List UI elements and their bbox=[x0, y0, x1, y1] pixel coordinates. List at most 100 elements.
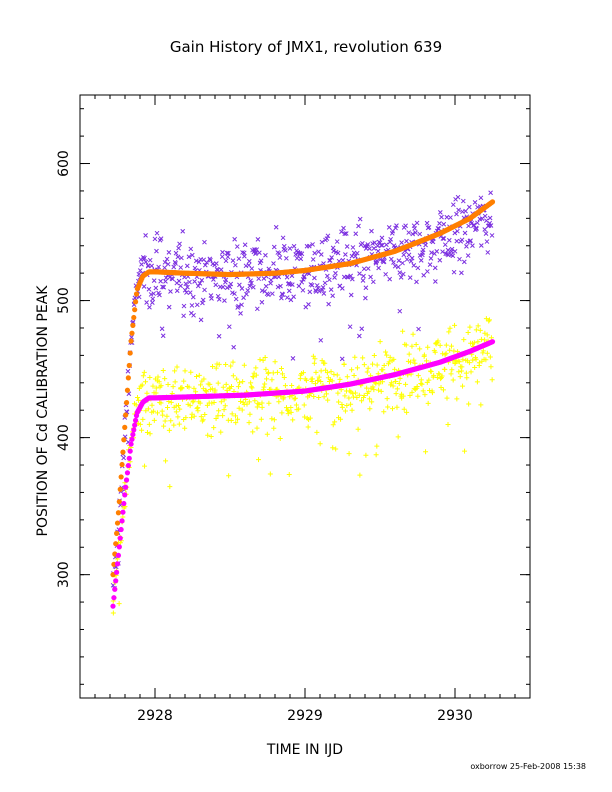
scatter-point-x bbox=[181, 303, 187, 309]
scatter-point-plus bbox=[401, 406, 407, 412]
scatter-point-plus bbox=[365, 365, 371, 371]
fit-curve-point bbox=[114, 569, 120, 575]
scatter-point-plus bbox=[450, 377, 456, 383]
scatter-point-plus bbox=[151, 417, 157, 423]
scatter-point-x bbox=[231, 344, 237, 350]
scatter-point-x bbox=[383, 271, 389, 277]
scatter-point-plus bbox=[461, 337, 467, 343]
scatter-point-x bbox=[299, 279, 305, 285]
scatter-point-x bbox=[353, 231, 359, 237]
scatter-point-x bbox=[173, 261, 178, 266]
scatter-point-plus bbox=[179, 385, 185, 391]
scatter-point-x bbox=[310, 242, 315, 247]
scatter-point-plus bbox=[464, 375, 470, 381]
scatter-point-plus bbox=[414, 383, 420, 389]
scatter-point-x bbox=[191, 312, 196, 318]
fit-curve-point bbox=[125, 375, 131, 381]
scatter-point-plus bbox=[230, 359, 236, 365]
scatter-point-x bbox=[193, 258, 199, 264]
scatter-point-plus bbox=[191, 385, 197, 391]
scatter-point-plus bbox=[355, 426, 361, 432]
scatter-point-x bbox=[142, 255, 147, 261]
scatter-point-plus bbox=[371, 352, 377, 358]
scatter-point-x bbox=[163, 279, 168, 284]
scatter-point-plus bbox=[404, 409, 410, 415]
scatter-point-plus bbox=[426, 377, 432, 383]
scatter-point-plus bbox=[139, 427, 145, 433]
scatter-point-plus bbox=[262, 355, 268, 361]
scatter-point-x bbox=[344, 244, 350, 249]
scatter-point-plus bbox=[215, 380, 221, 386]
tick-layer: 2928 2929 2930 300 400 500 600 bbox=[56, 95, 531, 724]
scatter-point-x bbox=[440, 236, 446, 241]
scatter-point-x bbox=[342, 231, 348, 237]
scatter-point-x bbox=[471, 222, 477, 228]
scatter-point-x bbox=[153, 285, 159, 291]
scatter-point-x bbox=[329, 255, 335, 260]
scatter-point-plus bbox=[175, 402, 181, 408]
scatter-point-plus bbox=[212, 387, 218, 393]
scatter-point-plus bbox=[302, 414, 308, 420]
fit-curve-point bbox=[115, 552, 122, 559]
scatter-point-plus bbox=[175, 414, 181, 420]
scatter-point-x bbox=[150, 296, 156, 302]
scatter-point-plus bbox=[364, 385, 370, 391]
scatter-point-x bbox=[381, 259, 387, 264]
scatter-point-x bbox=[136, 271, 142, 277]
scatter-point-plus bbox=[181, 378, 187, 384]
scatter-point-x bbox=[343, 231, 349, 236]
scatter-point-plus bbox=[274, 369, 280, 375]
scatter-point-plus bbox=[360, 355, 366, 361]
scatter-point-plus bbox=[421, 352, 427, 358]
scatter-point-x bbox=[216, 297, 222, 302]
scatter-point-x bbox=[343, 252, 348, 257]
fit-curve-point bbox=[132, 299, 139, 305]
scatter-point-plus bbox=[191, 413, 197, 419]
scatter-point-plus bbox=[462, 448, 468, 454]
scatter-point-plus bbox=[468, 369, 474, 375]
scatter-point-plus bbox=[466, 401, 472, 407]
scatter-point-x bbox=[415, 265, 421, 271]
fit-curve-point bbox=[114, 530, 120, 536]
scatter-point-plus bbox=[187, 403, 193, 409]
scatter-point-plus bbox=[165, 382, 171, 388]
scatter-point-x bbox=[294, 255, 300, 261]
scatter-point-x bbox=[384, 242, 389, 248]
scatter-point-plus bbox=[216, 361, 222, 367]
scatter-point-x bbox=[314, 283, 320, 288]
scatter-point-plus bbox=[146, 421, 152, 427]
scatter-point-plus bbox=[278, 365, 284, 371]
scatter-point-plus bbox=[195, 408, 201, 414]
scatter-point-x bbox=[250, 284, 256, 290]
scatter-point-x bbox=[394, 223, 399, 228]
scatter-point-x bbox=[176, 245, 181, 251]
scatter-point-x bbox=[168, 289, 173, 294]
scatter-point-x bbox=[181, 313, 186, 319]
scatter-point-plus bbox=[333, 446, 339, 452]
scatter-point-plus bbox=[364, 369, 370, 375]
fit-curve-point bbox=[119, 461, 125, 468]
scatter-point-x bbox=[403, 223, 408, 229]
scatter-point-plus bbox=[488, 364, 494, 370]
scatter-point-plus bbox=[344, 402, 350, 408]
scatter-point-plus bbox=[259, 404, 265, 410]
scatter-point-plus bbox=[330, 445, 336, 451]
scatter-point-x bbox=[170, 276, 175, 282]
scatter-point-x bbox=[442, 242, 448, 248]
fit-curve-point bbox=[123, 412, 129, 418]
scatter-point-x bbox=[278, 283, 283, 289]
scatter-point-plus bbox=[484, 350, 490, 356]
scatter-point-x bbox=[418, 258, 424, 263]
scatter-point-x bbox=[333, 270, 338, 276]
scatter-point-x bbox=[220, 249, 225, 255]
scatter-point-x bbox=[428, 256, 434, 261]
scatter-point-plus bbox=[409, 389, 415, 395]
scatter-point-plus bbox=[300, 370, 306, 376]
scatter-point-plus bbox=[259, 400, 265, 406]
fit-curve-point bbox=[111, 595, 117, 601]
scatter-point-x bbox=[249, 280, 254, 286]
scatter-point-plus bbox=[478, 402, 484, 408]
scatter-point-plus bbox=[375, 371, 381, 377]
scatter-point-x bbox=[386, 225, 392, 230]
scatter-point-plus bbox=[168, 399, 174, 405]
